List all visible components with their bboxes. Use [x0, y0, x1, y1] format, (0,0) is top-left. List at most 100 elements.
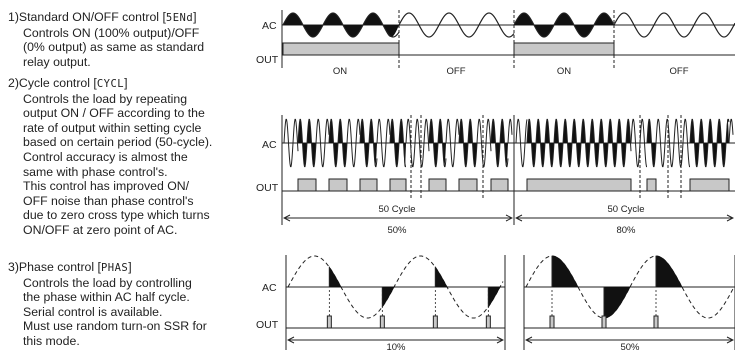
d3-left-conduction [434, 265, 448, 288]
d2-on-burst-fill [536, 119, 541, 143]
d2-on-burst-fill [495, 143, 500, 167]
diagram-phase-control: AC OUT 10% 50% [256, 255, 735, 353]
d2-on-burst-fill [712, 143, 717, 167]
section1-line: (0% output) as same as standard [23, 40, 205, 55]
d2-on-burst-fill [608, 119, 613, 143]
section3-title-suffix: ] [128, 260, 132, 274]
d1-ac-waveform [282, 12, 735, 38]
d2-on-burst-fill [298, 119, 303, 143]
d2-off-wave [728, 118, 734, 144]
section-phase-control: 3)Phase control [PHAS] Controls the load… [8, 260, 253, 349]
d2-on-burst-fill [373, 143, 377, 167]
d2-ac-waveform [283, 115, 734, 200]
d2-on-burst-fill [329, 119, 334, 143]
section2-code: CYCL [96, 78, 125, 90]
d2-on-burst-fill [651, 143, 656, 167]
d3-right-conduction [655, 255, 683, 288]
d3-left-trigger-pulse [432, 315, 438, 329]
d2-on-burst-fill [311, 143, 316, 167]
d2-out-pulse [389, 178, 407, 192]
d3-ac-label: AC [262, 282, 277, 294]
d1-out-on-bar [513, 42, 615, 56]
d2-left-cycle-label: 50 Cycle [379, 204, 416, 215]
d2-on-burst-fill [567, 143, 572, 167]
section3-line: this mode. [23, 333, 80, 348]
d1-on-halfwave [574, 25, 594, 37]
section2-line: ON/OFF at zero point of AC. [23, 222, 178, 237]
d2-off-wave [405, 118, 430, 168]
section3-line: Controls the load by controlling [23, 275, 192, 290]
d3-right-trigger-pulse [549, 315, 555, 329]
d3-left-percent: 10% [386, 342, 406, 353]
d2-off-wave [515, 118, 528, 168]
d2-on-burst-fill [338, 119, 343, 143]
d2-on-burst [458, 118, 478, 168]
section-standard-onoff: 1)Standard ON/OFF control [5ENd] Control… [8, 10, 253, 69]
d2-on-burst-fill [572, 119, 577, 143]
d2-off-wave [655, 118, 690, 168]
d1-on-wave-outline [282, 12, 400, 38]
section2-line: Control accuracy is almost the [23, 149, 188, 164]
section1-title-suffix: ] [193, 10, 197, 24]
d2-on-burst-fill [721, 143, 726, 167]
d2-out-pulse [689, 178, 730, 192]
d3-left-trigger-pulse [326, 315, 332, 329]
d2-on-burst-fill [549, 143, 554, 167]
d2-on-burst-fill [590, 119, 595, 143]
d2-on-burst-fill [433, 143, 438, 167]
d2-on-burst [428, 118, 447, 168]
d1-state-label: ON [557, 66, 571, 77]
d1-ac-label: AC [262, 20, 277, 32]
d2-on-burst-fill [699, 119, 704, 143]
d2-out-pulse [490, 178, 509, 192]
d2-on-burst [646, 118, 657, 168]
d2-on-burst [297, 118, 317, 168]
d1-on-halfwave [363, 13, 383, 25]
d2-on-burst-fill [390, 119, 395, 143]
d2-on-burst-fill [399, 119, 404, 143]
d2-off-wave [630, 118, 647, 168]
d2-on-burst [328, 118, 348, 168]
d2-off-wave [376, 118, 391, 168]
d3-out-label: OUT [256, 319, 279, 331]
section2-line: same with phase control's. [23, 164, 168, 179]
d2-on-burst-fill [307, 119, 312, 143]
d2-off-wave [346, 118, 361, 168]
d2-on-burst-fill [617, 119, 622, 143]
section1-code: 5ENd [165, 12, 194, 24]
d1-state-label: ON [333, 66, 347, 77]
diagram-standard-onoff: AC OUT ON OFF ON OFF [256, 10, 735, 77]
d2-on-burst [359, 118, 378, 168]
d2-left-percent: 50% [387, 225, 407, 236]
d3-left-wave [287, 255, 504, 319]
d3-right-conduction [551, 255, 579, 288]
d2-on-burst-fill [540, 143, 545, 167]
d2-on-burst-fill [500, 119, 505, 143]
d2-on-burst-fill [581, 119, 586, 143]
d1-off-wave [613, 12, 735, 38]
d2-on-burst-fill [472, 143, 477, 167]
d2-on-burst-fill [703, 143, 708, 167]
d2-on-burst-fill [599, 119, 604, 143]
d2-on-burst-fill [647, 119, 652, 143]
d2-on-burst-fill [576, 143, 581, 167]
d1-off-wave [398, 12, 515, 38]
d2-out-pulse [458, 178, 478, 192]
d2-on-burst-fill [690, 119, 695, 143]
d2-off-wave [476, 118, 492, 168]
section3-title-prefix: 3)Phase control [ [8, 260, 101, 274]
d2-on-burst [490, 118, 509, 168]
d2-on-burst [689, 118, 730, 168]
section-cycle-control: 2)Cycle control [CYCL] Controls the load… [8, 76, 253, 238]
d3-left-trigger-pulse [485, 315, 491, 329]
d2-on-burst-fill [527, 119, 532, 143]
d2-on-burst-fill [394, 143, 399, 167]
d3-right-percent: 50% [620, 342, 640, 353]
section3-code: PHAS [100, 262, 129, 274]
d1-on-halfwave [594, 13, 614, 25]
d1-on-halfwave [534, 25, 554, 37]
d2-on-burst-fill [612, 143, 617, 167]
d2-out-label: OUT [256, 182, 279, 194]
d1-on-halfwave [323, 13, 343, 25]
d1-on-halfwave [343, 25, 363, 37]
